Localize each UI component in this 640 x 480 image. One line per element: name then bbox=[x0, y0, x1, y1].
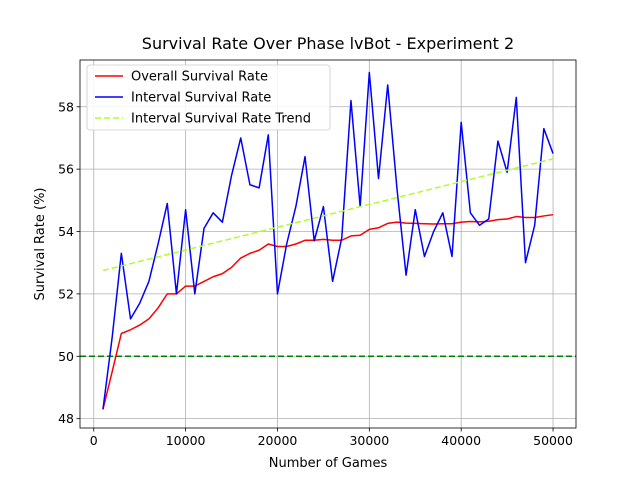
x-tick-label: 10000 bbox=[166, 433, 206, 448]
x-tick-label: 20000 bbox=[258, 433, 298, 448]
y-axis-label: Survival Rate (%) bbox=[33, 188, 48, 301]
legend-box bbox=[86, 64, 331, 131]
x-tick-label: 50000 bbox=[533, 433, 573, 448]
axes-frame bbox=[79, 59, 577, 429]
series-line-2 bbox=[102, 71, 554, 410]
x-axis-label: Number of Games bbox=[269, 456, 388, 471]
y-tick-label: 54 bbox=[58, 224, 74, 239]
legend-label-2: Interval Survival Rate bbox=[131, 91, 271, 106]
legend: Overall Survival Rate Interval Survival R… bbox=[86, 64, 331, 131]
chart-title: Survival Rate Over Phase lvBot - Experim… bbox=[142, 34, 514, 53]
y-tick-label: 52 bbox=[58, 286, 74, 301]
y-tick-label: 50 bbox=[58, 349, 74, 364]
legend-label-1: Overall Survival Rate bbox=[131, 70, 268, 85]
legend-label-3: Interval Survival Rate Trend bbox=[131, 112, 311, 127]
x-tick-label: 0 bbox=[90, 433, 98, 448]
y-tick-label: 58 bbox=[58, 99, 74, 114]
y-tick-label: 56 bbox=[58, 162, 74, 177]
x-tick-label: 40000 bbox=[441, 433, 481, 448]
x-tick-label: 30000 bbox=[349, 433, 389, 448]
y-tick-label: 48 bbox=[58, 411, 74, 426]
series-line-3 bbox=[102, 158, 554, 272]
